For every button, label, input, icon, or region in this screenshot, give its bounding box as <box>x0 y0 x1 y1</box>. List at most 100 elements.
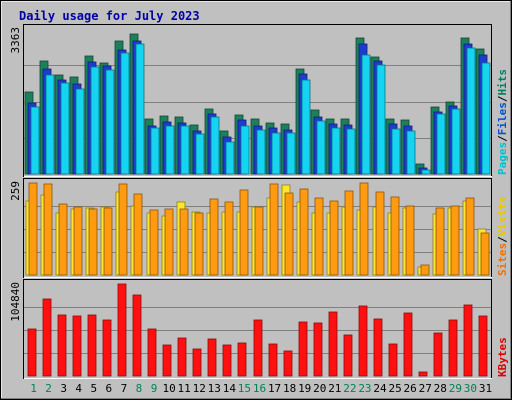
bar-pages-day-3: Pages 3: 2111 <box>60 82 70 175</box>
x-tick-label: 1 <box>30 382 37 395</box>
x-tick-label: 3 <box>60 382 67 395</box>
bar-sites-day-4: Sites 4: 191 <box>73 206 83 276</box>
bar-pages-day-23: Pages 23: 2763 <box>361 54 371 175</box>
bar-pages-day-13: Pages 13: 1313 <box>210 116 220 175</box>
bar-pages-day-19: Pages 19: 2184 <box>301 79 311 175</box>
bar-pages-day-14: Pages 14: 745 <box>225 141 235 175</box>
bar-kbytes-day-23: KBytes 23: 80000 <box>358 305 368 377</box>
bar-pages-day-10: Pages 10: 1123 <box>165 125 175 175</box>
bar-sites-day-13: Sites 13: 214 <box>209 198 219 276</box>
bar-pages-day-17: Pages 17: 957 <box>271 132 281 175</box>
y-axis-max-label: 104840 <box>9 282 22 322</box>
x-tick-label: 5 <box>90 382 97 395</box>
x-tick-label: 27 <box>419 382 432 395</box>
x-tick-label: 31 <box>479 382 492 395</box>
bar-pages-day-31: Pages 31: 2564 <box>481 62 491 175</box>
bar-sites-day-7: Sites 7: 257 <box>118 183 128 276</box>
bar-kbytes-day-9: KBytes 9: 54000 <box>147 328 157 377</box>
x-tick-label: 18 <box>283 382 296 395</box>
bar-pages-day-29: Pages 29: 1508 <box>451 108 461 175</box>
x-tick-label: 13 <box>208 382 221 395</box>
bar-kbytes-day-30: KBytes 30: 81000 <box>463 304 473 377</box>
bar-sites-day-30: Sites 30: 216 <box>465 197 475 276</box>
bar-pages-day-6: Pages 6: 2408 <box>105 69 115 175</box>
x-tick-label: 25 <box>388 382 401 395</box>
x-tick-label: 30 <box>464 382 477 395</box>
bar-sites-day-23: Sites 23: 258 <box>359 182 369 276</box>
bar-pages-day-4: Pages 4: 1963 <box>75 88 85 175</box>
x-axis-tick-labels: 1 2 3 4 5 6 7 8 9 10 11 12 13 14 15 16 17 18 19 20 21 22 23 24 2… <box>30 382 492 395</box>
bar-pages-day-12: Pages 12: 919 <box>195 133 205 175</box>
bar-pages-day-15: Pages 15: 1119 <box>240 125 250 175</box>
bar-sites-day-9: Sites 9: 182 <box>149 209 159 276</box>
bar-kbytes-day-6: KBytes 6: 64000 <box>102 319 112 377</box>
x-tick-label: 23 <box>358 382 371 395</box>
bar-sites-day-24: Sites 24: 234 <box>375 191 385 276</box>
legend-separator: / <box>496 135 509 142</box>
x-tick-label: 15 <box>238 382 251 395</box>
bar-pages-day-28: Pages 28: 1391 <box>436 113 446 175</box>
x-tick-label: 11 <box>178 382 191 395</box>
bar-sites-day-5: Sites 5: 187 <box>88 208 98 276</box>
bar-pages-day-8: Pages 8: 3022 <box>135 43 145 175</box>
bar-sites-day-1: Sites 1: 260 <box>28 182 38 276</box>
bar-kbytes-day-7: KBytes 7: 104840 <box>117 283 127 377</box>
bar-sites-day-3: Sites 3: 200 <box>58 203 68 276</box>
panel-legend: KBytes <box>496 337 509 377</box>
bar-sites-day-19: Sites 19: 241 <box>299 188 309 276</box>
x-tick-label: 21 <box>328 382 341 395</box>
bar-kbytes-day-25: KBytes 25: 36000 <box>388 343 398 377</box>
bar-kbytes-day-2: KBytes 2: 88000 <box>42 298 52 377</box>
bar-sites-day-8: Sites 8: 227 <box>133 193 143 276</box>
bar-kbytes-day-3: KBytes 3: 70000 <box>57 314 67 377</box>
bar-pages-day-21: Pages 21: 1067 <box>331 127 341 175</box>
bar-sites-day-16: Sites 16: 191 <box>254 206 264 276</box>
bar-sites-day-21: Sites 21: 207 <box>329 200 339 276</box>
bar-kbytes-day-31: KBytes 31: 68000 <box>478 315 488 377</box>
bar-sites-day-22: Sites 22: 237 <box>344 190 354 276</box>
x-tick-label: 10 <box>162 382 175 395</box>
bar-sites-day-29: Sites 29: 195 <box>450 205 460 276</box>
bar-kbytes-day-24: KBytes 24: 65000 <box>373 318 383 377</box>
y-axis-max-label: 259 <box>9 181 22 201</box>
bar-sites-day-31: Sites 31: 119 <box>480 232 490 276</box>
bar-sites-day-25: Sites 25: 219 <box>390 196 400 276</box>
x-tick-label: 16 <box>253 382 266 395</box>
panel-3: 104840 KBytes KBytes 1: 53000 KBytes 2: 880… <box>9 279 509 379</box>
legend-entry-pages: Pages <box>496 142 509 175</box>
bar-sites-day-20: Sites 20: 217 <box>314 197 324 276</box>
legend-separator: / <box>496 95 509 102</box>
bar-kbytes-day-28: KBytes 28: 49000 <box>433 332 443 377</box>
bar-kbytes-day-14: KBytes 14: 35000 <box>222 344 232 377</box>
bar-kbytes-day-22: KBytes 22: 47000 <box>343 334 353 377</box>
bar-kbytes-day-12: KBytes 12: 31000 <box>192 348 202 377</box>
legend-entry-visits: Visits <box>496 197 509 237</box>
legend-entry-files: Files <box>496 102 509 135</box>
bar-kbytes-day-10: KBytes 10: 35000 <box>162 344 172 377</box>
x-tick-label: 17 <box>268 382 281 395</box>
bar-pages-day-5: Pages 5: 2493 <box>90 66 100 175</box>
x-tick-label: 2 <box>45 382 52 395</box>
legend-entry-sites: Sites <box>496 243 509 276</box>
bar-kbytes-day-8: KBytes 8: 92000 <box>132 294 142 377</box>
chart-title: Daily usage for July 2023 <box>19 9 200 23</box>
x-tick-label: 4 <box>75 382 82 395</box>
bar-kbytes-day-20: KBytes 20: 60000 <box>313 322 323 377</box>
bar-kbytes-day-13: KBytes 13: 42000 <box>207 338 217 377</box>
bar-sites-day-11: Sites 11: 187 <box>179 208 189 276</box>
bar-pages-day-25: Pages 25: 1033 <box>391 128 401 175</box>
bar-pages-day-30: Pages 30: 2931 <box>466 47 476 175</box>
x-tick-label: 29 <box>449 382 462 395</box>
bar-pages-day-1: Pages 1: 1550 <box>30 106 40 175</box>
bar-sites-day-27: Sites 27: 27 <box>420 264 430 276</box>
x-tick-label: 26 <box>404 382 417 395</box>
x-tick-label: 19 <box>298 382 311 395</box>
bar-kbytes-day-16: KBytes 16: 64000 <box>253 319 263 377</box>
legend-entry-kbytes: KBytes <box>496 337 509 377</box>
legend-entry-hits: Hits <box>496 69 509 96</box>
bar-sites-day-14: Sites 14: 206 <box>224 201 234 276</box>
bar-pages-day-7: Pages 7: 2811 <box>120 52 130 175</box>
x-tick-label: 22 <box>343 382 356 395</box>
